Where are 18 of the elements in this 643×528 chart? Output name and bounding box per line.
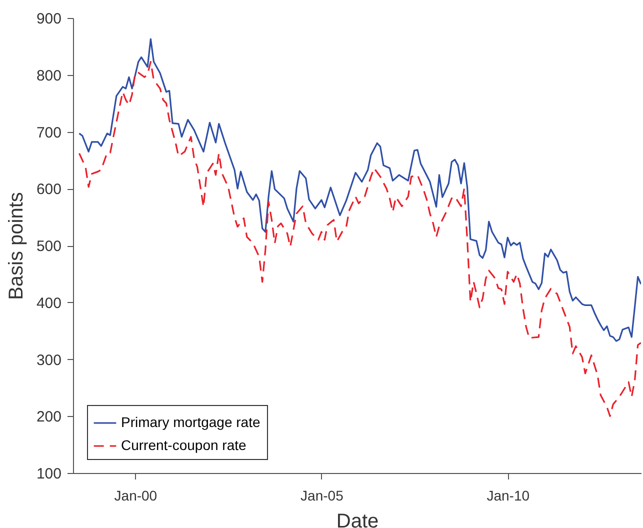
x-tick-label: Jan-10 (486, 488, 530, 504)
y-tick-label: 500 (36, 238, 62, 255)
legend-label: Current-coupon rate (121, 437, 247, 453)
y-tick-label: 600 (36, 181, 62, 198)
line-series (78, 38, 641, 342)
y-axis-title: Basis points (5, 192, 28, 300)
y-tick-label: 900 (36, 10, 62, 28)
y-tick-label: 700 (36, 124, 62, 142)
line-series (78, 60, 641, 417)
x-tick-label: Jan-05 (300, 488, 344, 504)
legend-label: Primary mortgage rate (121, 414, 260, 430)
y-tick-label: 400 (36, 294, 62, 312)
x-tick-label: Jan-00 (114, 488, 158, 504)
y-tick-label: 100 (36, 466, 62, 482)
y-tick-label: 800 (36, 67, 62, 84)
x-axis-title: Date (336, 510, 379, 528)
y-tick-label: 300 (36, 352, 62, 369)
y-tick-label: 200 (36, 408, 62, 426)
